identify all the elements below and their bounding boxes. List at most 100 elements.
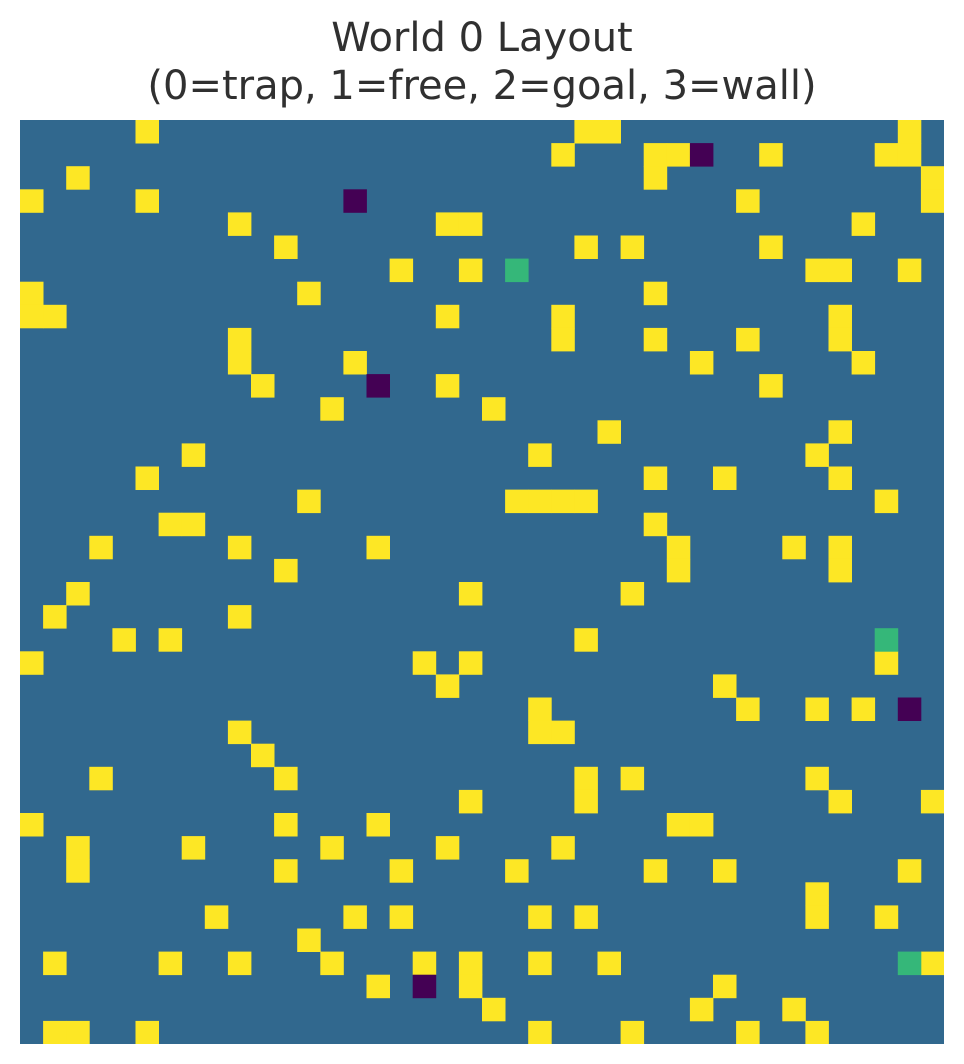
wall-cell <box>597 420 621 444</box>
wall-cell <box>828 258 852 283</box>
wall-cell <box>458 974 483 999</box>
wall-cell <box>458 789 483 814</box>
wall-cell <box>689 997 714 1022</box>
wall-cell <box>181 512 206 537</box>
wall-cell <box>782 997 806 1022</box>
wall-cell <box>597 951 621 976</box>
wall-cell <box>920 166 944 190</box>
wall-cell <box>274 558 298 583</box>
wall-cell <box>112 628 136 652</box>
wall-cell <box>505 489 529 514</box>
wall-cell <box>158 512 183 537</box>
wall-cell <box>736 697 760 721</box>
wall-cell <box>435 374 460 398</box>
wall-cell <box>782 535 806 560</box>
wall-cell <box>274 766 298 791</box>
wall-cell <box>20 813 44 837</box>
wall-cell <box>805 443 829 467</box>
wall-cell <box>274 859 298 883</box>
wall-cell <box>458 951 483 976</box>
wall-cell <box>181 443 206 467</box>
wall-cell <box>458 582 483 606</box>
heatmap-grid <box>20 120 944 1044</box>
wall-cell <box>89 766 113 791</box>
wall-cell <box>574 766 598 791</box>
wall-cell <box>874 489 899 514</box>
wall-cell <box>297 928 321 952</box>
wall-cell <box>759 235 783 259</box>
wall-cell <box>343 351 367 375</box>
wall-cell <box>828 789 852 814</box>
wall-cell <box>389 859 414 883</box>
wall-cell <box>366 813 390 837</box>
wall-cell <box>736 1020 760 1044</box>
wall-cell <box>89 535 113 560</box>
wall-cell <box>759 374 783 398</box>
wall-cell <box>897 258 922 283</box>
wall-cell <box>482 997 506 1022</box>
wall-cell <box>227 720 252 745</box>
wall-cell <box>874 905 899 929</box>
wall-cell <box>43 304 67 329</box>
wall-cell <box>736 189 760 213</box>
wall-cell <box>66 836 90 860</box>
wall-cell <box>574 120 598 144</box>
wall-cell <box>713 859 737 883</box>
wall-cell <box>828 420 852 444</box>
wall-cell <box>666 535 691 560</box>
wall-cell <box>20 651 44 675</box>
wall-cell <box>666 143 691 167</box>
wall-cell <box>297 281 321 306</box>
wall-cell <box>551 327 575 352</box>
wall-cell <box>666 813 691 837</box>
wall-cell <box>435 674 460 698</box>
wall-cell <box>551 720 575 745</box>
wall-cell <box>551 304 575 329</box>
wall-cell <box>551 489 575 514</box>
wall-cell <box>805 1020 829 1044</box>
wall-cell <box>574 789 598 814</box>
wall-cell <box>551 143 575 167</box>
wall-cell <box>920 789 944 814</box>
wall-cell <box>805 905 829 929</box>
wall-cell <box>251 743 275 768</box>
trap-cell <box>689 143 714 167</box>
wall-cell <box>366 535 390 560</box>
wall-cell <box>643 143 668 167</box>
wall-cell <box>297 489 321 514</box>
wall-cell <box>643 281 668 306</box>
wall-cell <box>20 304 44 329</box>
wall-cell <box>66 859 90 883</box>
wall-cell <box>528 443 552 467</box>
goal-cell <box>505 258 529 283</box>
wall-cell <box>389 258 414 283</box>
wall-cell <box>920 951 944 976</box>
wall-cell <box>227 535 252 560</box>
wall-cell <box>528 905 552 929</box>
wall-cell <box>227 212 252 236</box>
wall-cell <box>320 836 344 860</box>
wall-cell <box>736 327 760 352</box>
wall-cell <box>528 489 552 514</box>
wall-cell <box>574 628 598 652</box>
wall-cell <box>366 974 390 999</box>
chart-subtitle: (0=trap, 1=free, 2=goal, 3=wall) <box>147 63 817 109</box>
wall-cell <box>689 351 714 375</box>
wall-cell <box>897 143 922 167</box>
wall-cell <box>897 120 922 144</box>
wall-cell <box>759 143 783 167</box>
wall-cell <box>181 836 206 860</box>
wall-cell <box>851 212 876 236</box>
wall-cell <box>135 189 159 213</box>
wall-cell <box>643 327 668 352</box>
wall-cell <box>643 859 668 883</box>
wall-cell <box>66 1020 90 1044</box>
wall-cell <box>828 327 852 352</box>
wall-cell <box>135 1020 159 1044</box>
wall-cell <box>274 813 298 837</box>
wall-cell <box>435 836 460 860</box>
wall-cell <box>227 327 252 352</box>
wall-cell <box>643 166 668 190</box>
wall-cell <box>574 489 598 514</box>
wall-cell <box>528 1020 552 1044</box>
